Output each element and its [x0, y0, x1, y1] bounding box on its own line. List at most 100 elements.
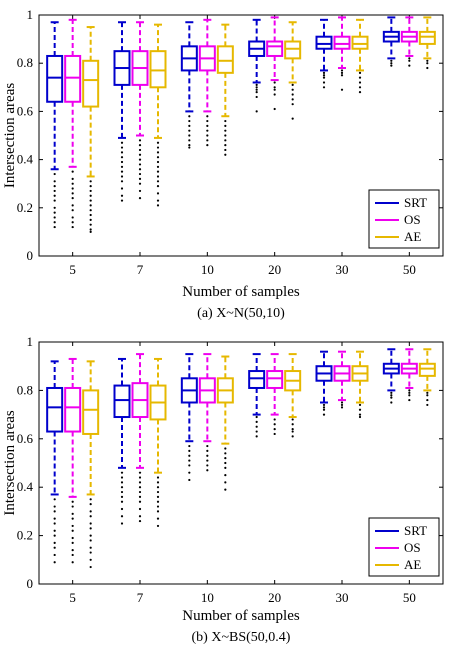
box-os-7 [131, 21, 149, 200]
outlier-point [53, 221, 56, 224]
outlier-point [89, 539, 92, 542]
outlier-point [291, 430, 294, 433]
outlier-point [322, 86, 326, 89]
plot-frame [38, 14, 444, 257]
outlier-point [71, 221, 74, 224]
outlier-point [322, 408, 326, 411]
box-ae-20 [284, 353, 302, 438]
iqr-box [266, 370, 284, 389]
outlier-point [224, 452, 227, 455]
outlier-point [358, 408, 362, 411]
outlier-point [138, 519, 142, 523]
outlier-point [138, 476, 142, 479]
outlier-point [255, 415, 258, 419]
outlier-point [358, 91, 362, 94]
outlier-point [390, 401, 393, 404]
outlier-point [255, 95, 258, 99]
outlier-point [138, 158, 142, 161]
outlier-point [138, 144, 142, 147]
outlier-point [156, 180, 160, 183]
outlier-point [53, 534, 56, 537]
iqr-box [248, 370, 266, 389]
outlier-point [138, 507, 142, 511]
outlier-point [426, 391, 429, 394]
box-ae-30 [351, 350, 369, 419]
box-os-10 [198, 18, 216, 147]
legend-label-os: OS [404, 212, 421, 227]
outlier-point [390, 391, 393, 394]
outlier-point [138, 495, 142, 498]
box-os-50 [400, 16, 418, 67]
outlier-point [138, 481, 142, 484]
x-tick-label: 10 [201, 262, 214, 277]
outlier-point [188, 129, 191, 132]
outlier-point [156, 199, 160, 202]
outlier-point [322, 81, 326, 84]
outlier-point [89, 534, 92, 537]
outlier-point [255, 88, 258, 91]
outlier-point [273, 423, 276, 426]
outlier-point [53, 561, 56, 564]
outlier-point [156, 524, 160, 528]
outlier-point [138, 197, 142, 200]
outlier-point [120, 476, 124, 479]
outlier-point [156, 510, 160, 513]
box-os-10 [198, 353, 216, 472]
outlier-point [358, 415, 362, 419]
outlier-point [89, 522, 92, 525]
outlier-point [138, 486, 142, 489]
y-tick-label: 0.8 [17, 55, 33, 70]
outlier-point [71, 209, 74, 212]
outlier-point [291, 88, 294, 91]
outlier-point [156, 185, 160, 188]
outlier-point [426, 403, 429, 407]
outlier-point [156, 517, 160, 520]
outlier-point [138, 182, 142, 185]
outlier-point [120, 146, 124, 149]
outlier-point [206, 134, 209, 137]
legend-label-ae: AE [404, 229, 421, 244]
outlier-point [138, 153, 142, 156]
outlier-point [120, 486, 124, 489]
outlier-point [89, 189, 92, 193]
series-ae [82, 348, 436, 569]
outlier-point [120, 151, 124, 154]
outlier-point [156, 500, 160, 503]
outlier-point [89, 546, 92, 549]
outlier-point [426, 394, 429, 397]
outlier-point [156, 192, 160, 195]
outlier-point [291, 98, 294, 101]
outlier-point [188, 449, 191, 452]
outlier-point [120, 481, 124, 484]
outlier-point [390, 62, 393, 65]
outlier-point [71, 192, 74, 195]
outlier-point [188, 124, 191, 127]
outlier-point [426, 59, 429, 62]
box-ae-7 [149, 23, 167, 207]
box-ae-5 [82, 26, 100, 233]
outlier-point [340, 69, 344, 72]
outlier-point [224, 481, 227, 484]
outlier-point [120, 141, 124, 144]
y-tick-label: 0.6 [17, 103, 34, 118]
outlier-point [71, 541, 74, 544]
legend: SRT OS AE [368, 517, 440, 577]
outlier-point [206, 129, 209, 132]
box-os-30 [333, 16, 351, 91]
outlier-point [224, 129, 227, 132]
outlier-point [89, 515, 92, 518]
outlier-point [322, 403, 326, 407]
outlier-point [358, 76, 362, 79]
outlier-point [156, 495, 160, 498]
outlier-point [206, 459, 209, 462]
outlier-point [322, 406, 326, 409]
outlier-point [340, 403, 344, 407]
legend-label-srt: SRT [404, 523, 427, 538]
outlier-point [120, 522, 124, 525]
x-tick-label: 20 [268, 590, 281, 605]
outlier-point [188, 464, 191, 467]
outlier-point [206, 139, 209, 142]
iqr-box [418, 362, 436, 377]
iqr-box [82, 389, 100, 435]
